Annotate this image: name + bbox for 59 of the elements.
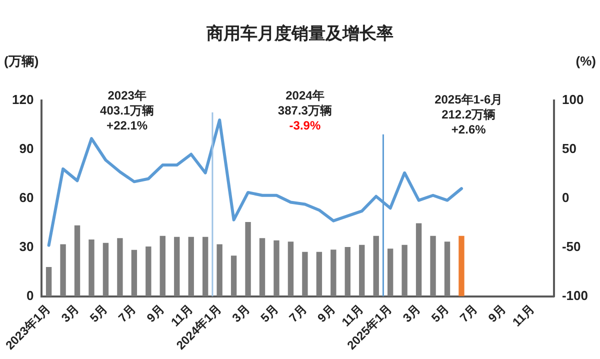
annotation: 2023年 403.1万辆 +22.1% <box>100 88 154 133</box>
y2-tick-label: 50 <box>562 140 576 156</box>
x-tick-label: 5月 <box>258 302 281 326</box>
annotation: 2025年1-6月 212.2万辆 +2.6% <box>434 92 503 137</box>
bar <box>274 240 280 296</box>
bar <box>174 236 180 296</box>
y2-tick-label: -50 <box>562 238 581 254</box>
x-tick-label: 7月 <box>116 302 139 326</box>
bar <box>444 242 450 296</box>
x-tick-label: 3月 <box>58 302 82 326</box>
bar <box>416 223 422 296</box>
x-tick-label: 7月 <box>457 302 480 326</box>
y-tick-label: 90 <box>19 140 34 156</box>
chart-title: 商用车月度销量及增长率 <box>206 24 394 43</box>
x-tick-label: 11月 <box>510 302 538 330</box>
y2-tick-label: 100 <box>562 92 584 107</box>
annotation: 2024年 387.3万辆 -3.9% <box>278 88 332 133</box>
y-tick-label: 120 <box>12 92 34 107</box>
bar <box>245 222 251 296</box>
bar <box>288 242 294 296</box>
bar <box>60 244 66 296</box>
bar <box>402 244 408 296</box>
bar <box>160 236 166 296</box>
bar <box>146 246 152 296</box>
x-tick-label: 3月 <box>400 302 424 326</box>
x-tick-label: 7月 <box>286 302 310 326</box>
bar <box>117 238 123 296</box>
y2-tick-label: -100 <box>562 288 588 303</box>
x-tick-label: 9月 <box>314 302 338 326</box>
bar <box>46 267 52 296</box>
bar <box>330 250 336 296</box>
bar <box>373 236 379 296</box>
y-axis-title: (万辆) <box>4 53 39 68</box>
bar <box>387 248 394 296</box>
bar <box>74 225 80 296</box>
bar <box>316 252 322 296</box>
bar <box>102 242 109 296</box>
y-tick-label: 60 <box>19 190 34 205</box>
x-tick-label: 3月 <box>229 302 252 326</box>
bar <box>458 236 464 296</box>
bar <box>344 246 350 296</box>
bar <box>430 236 436 296</box>
x-tick-label: 9月 <box>144 302 168 326</box>
x-tick-label: 5月 <box>87 302 110 326</box>
bar <box>216 244 222 296</box>
bar <box>359 244 365 296</box>
x-tick-label: 9月 <box>486 302 509 326</box>
y-tick-label: 30 <box>19 238 34 254</box>
bar <box>131 250 138 296</box>
y-tick-label: 0 <box>26 288 34 303</box>
bar <box>88 239 94 296</box>
y2-tick-label: 0 <box>562 190 570 205</box>
x-tick-label: 5月 <box>428 302 452 326</box>
bar <box>259 238 266 296</box>
bar <box>202 236 208 296</box>
bar <box>230 256 237 296</box>
bar <box>188 236 194 296</box>
y2-axis-title: (%) <box>576 53 596 68</box>
bar <box>302 252 308 296</box>
